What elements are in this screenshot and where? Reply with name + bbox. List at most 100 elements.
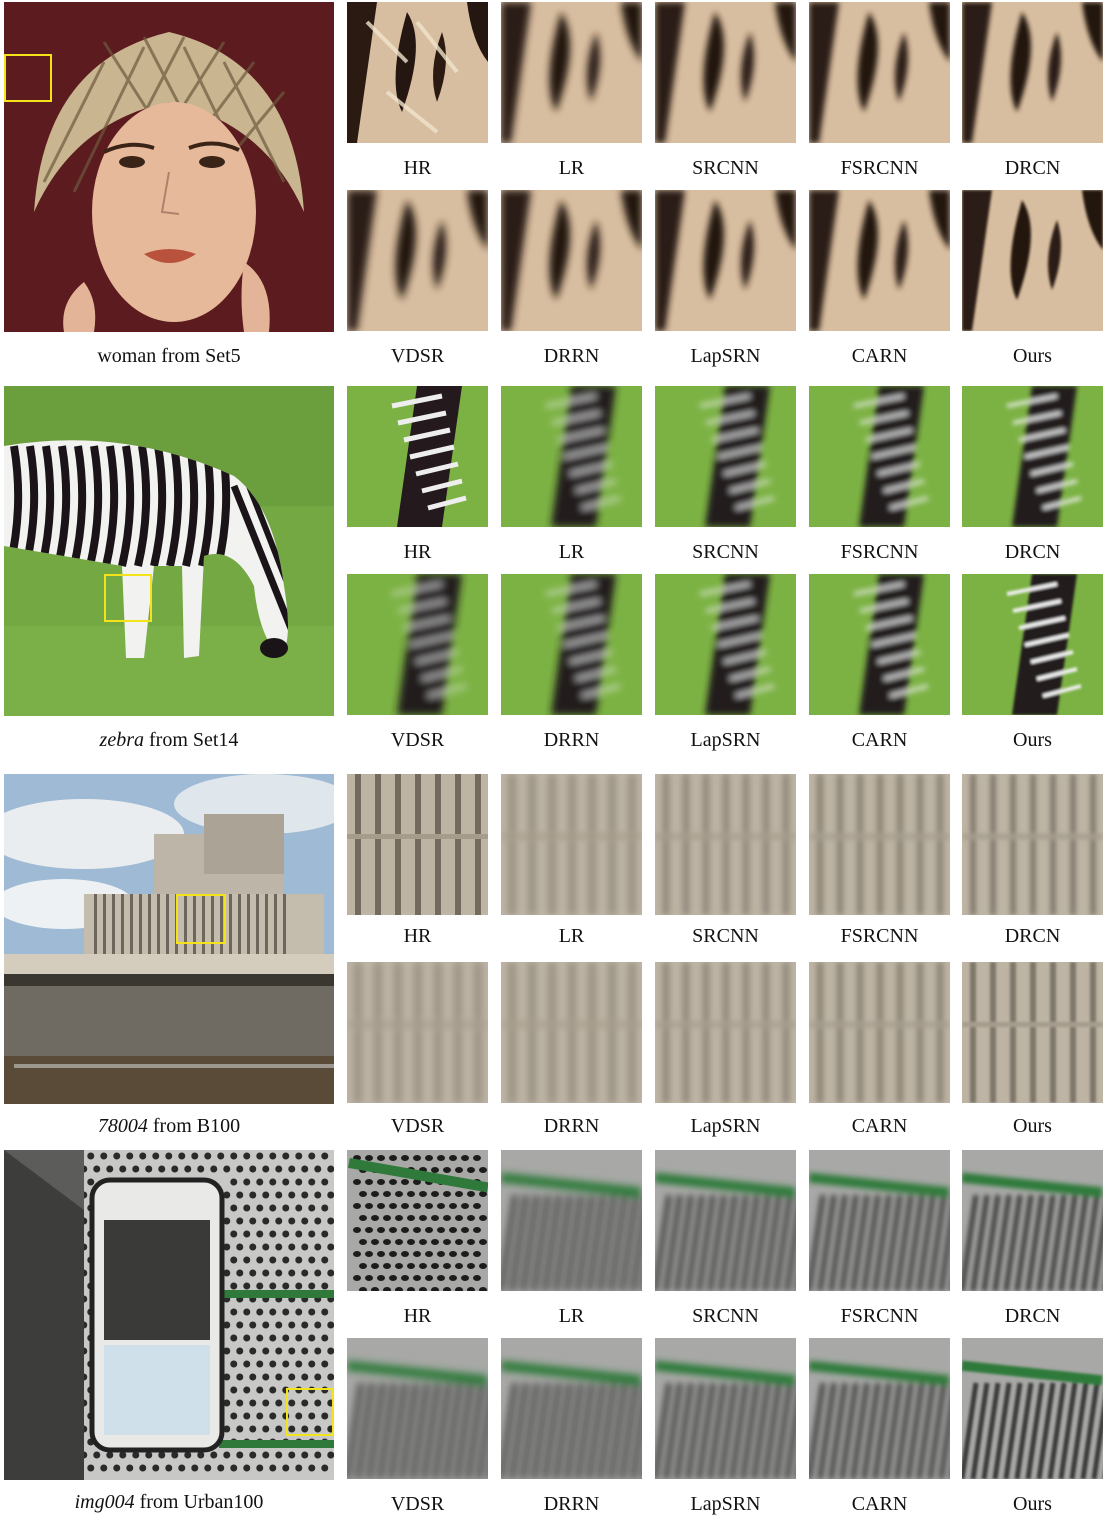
crop-ours bbox=[962, 574, 1103, 715]
crop-drcn bbox=[962, 774, 1103, 915]
method-label: FSRCNN bbox=[840, 541, 919, 563]
method-label: LR bbox=[558, 1305, 585, 1327]
method-label: Ours bbox=[1013, 1493, 1052, 1515]
method-label: LR bbox=[558, 925, 585, 947]
method-label: DRRN bbox=[543, 729, 600, 751]
crop-carn bbox=[809, 574, 950, 715]
source-image-78004 bbox=[4, 774, 334, 1104]
crop-srcnn bbox=[655, 2, 796, 143]
source-caption: zebra from Set14 bbox=[4, 728, 334, 752]
crop-lapsrn bbox=[655, 190, 796, 331]
method-label: Ours bbox=[1013, 345, 1052, 367]
crop-drrn bbox=[501, 574, 642, 715]
image-name: zebra bbox=[99, 729, 144, 751]
crop-drcn bbox=[962, 1150, 1103, 1291]
method-label: HR bbox=[403, 925, 432, 947]
method-label: DRRN bbox=[543, 345, 600, 367]
crop-srcnn bbox=[655, 1150, 796, 1291]
crop-fsrcnn bbox=[809, 386, 950, 527]
image-name: woman bbox=[97, 345, 157, 367]
crop-vdsr bbox=[347, 962, 488, 1103]
method-label: CARN bbox=[851, 1115, 908, 1137]
method-label: FSRCNN bbox=[840, 1305, 919, 1327]
method-label: DRCN bbox=[1004, 925, 1061, 947]
method-label: HR bbox=[403, 1305, 432, 1327]
example-block-woman: woman from Set5 HR LR bbox=[0, 2, 1115, 382]
method-label: SRCNN bbox=[692, 157, 759, 179]
method-label: DRCN bbox=[1004, 541, 1061, 563]
crop-fsrcnn bbox=[809, 1150, 950, 1291]
method-label: LapSRN bbox=[690, 345, 761, 367]
crop-drrn bbox=[501, 1338, 642, 1479]
method-label: DRRN bbox=[543, 1115, 600, 1137]
zoom-region-box bbox=[4, 54, 52, 102]
method-label: CARN bbox=[851, 1493, 908, 1515]
crop-lapsrn bbox=[655, 1338, 796, 1479]
crop-hr bbox=[347, 2, 488, 143]
source-image-woman bbox=[4, 2, 334, 332]
method-label: HR bbox=[403, 157, 432, 179]
crop-drcn bbox=[962, 2, 1103, 143]
example-block-img004: img004 from Urban100 HR LR SRCNN FSRCNN … bbox=[0, 1150, 1115, 1523]
crop-carn bbox=[809, 962, 950, 1103]
method-label: LapSRN bbox=[690, 1115, 761, 1137]
method-label: LR bbox=[558, 541, 585, 563]
method-label: SRCNN bbox=[692, 1305, 759, 1327]
source-image-zebra bbox=[4, 386, 334, 716]
crop-lapsrn bbox=[655, 574, 796, 715]
method-label: CARN bbox=[851, 729, 908, 751]
source-image-img004 bbox=[4, 1150, 334, 1480]
crop-vdsr bbox=[347, 190, 488, 331]
dataset-name: from Urban100 bbox=[134, 1491, 264, 1513]
crop-hr bbox=[347, 774, 488, 915]
crop-lr bbox=[501, 386, 642, 527]
method-label: Ours bbox=[1013, 1115, 1052, 1137]
method-label: FSRCNN bbox=[840, 925, 919, 947]
crop-vdsr bbox=[347, 1338, 488, 1479]
source-caption: woman from Set5 bbox=[4, 344, 334, 368]
example-block-78004: 78004 from B100 HR LR SRCNN FSRCNN DRCN bbox=[0, 774, 1115, 1154]
dataset-name: from Set5 bbox=[156, 345, 241, 367]
crop-drrn bbox=[501, 962, 642, 1103]
method-label: LR bbox=[558, 157, 585, 179]
crop-carn bbox=[809, 1338, 950, 1479]
crop-fsrcnn bbox=[809, 774, 950, 915]
method-label: DRCN bbox=[1004, 1305, 1061, 1327]
crop-vdsr bbox=[347, 574, 488, 715]
source-caption: img004 from Urban100 bbox=[4, 1490, 334, 1514]
method-label: CARN bbox=[851, 345, 908, 367]
crop-fsrcnn bbox=[809, 2, 950, 143]
method-label: VDSR bbox=[390, 1115, 445, 1137]
image-name: 78004 bbox=[97, 1115, 148, 1137]
crop-lr bbox=[501, 774, 642, 915]
method-label: LapSRN bbox=[690, 1493, 761, 1515]
crop-hr bbox=[347, 1150, 488, 1291]
method-label: VDSR bbox=[390, 345, 445, 367]
crop-hr bbox=[347, 386, 488, 527]
method-label: DRCN bbox=[1004, 157, 1061, 179]
crop-lapsrn bbox=[655, 962, 796, 1103]
zoom-region-box bbox=[104, 574, 152, 622]
method-label: HR bbox=[403, 541, 432, 563]
method-label: Ours bbox=[1013, 729, 1052, 751]
method-label: VDSR bbox=[390, 729, 445, 751]
crop-lr bbox=[501, 1150, 642, 1291]
method-label: SRCNN bbox=[692, 925, 759, 947]
zoom-region-box bbox=[176, 894, 226, 944]
method-label: SRCNN bbox=[692, 541, 759, 563]
crop-ours bbox=[962, 1338, 1103, 1479]
crop-lr bbox=[501, 2, 642, 143]
crop-drrn bbox=[501, 190, 642, 331]
source-caption: 78004 from B100 bbox=[4, 1114, 334, 1138]
method-label: VDSR bbox=[390, 1493, 445, 1515]
example-block-zebra: zebra from Set14 HR LR SRCNN FSRCNN bbox=[0, 386, 1115, 766]
dataset-name: from Set14 bbox=[144, 729, 239, 751]
crop-ours bbox=[962, 190, 1103, 331]
crop-srcnn bbox=[655, 774, 796, 915]
image-name: img004 bbox=[74, 1491, 135, 1513]
crop-carn bbox=[809, 190, 950, 331]
method-label: DRRN bbox=[543, 1493, 600, 1515]
crop-srcnn bbox=[655, 386, 796, 527]
dataset-name: from B100 bbox=[147, 1115, 241, 1137]
crop-drcn bbox=[962, 386, 1103, 527]
